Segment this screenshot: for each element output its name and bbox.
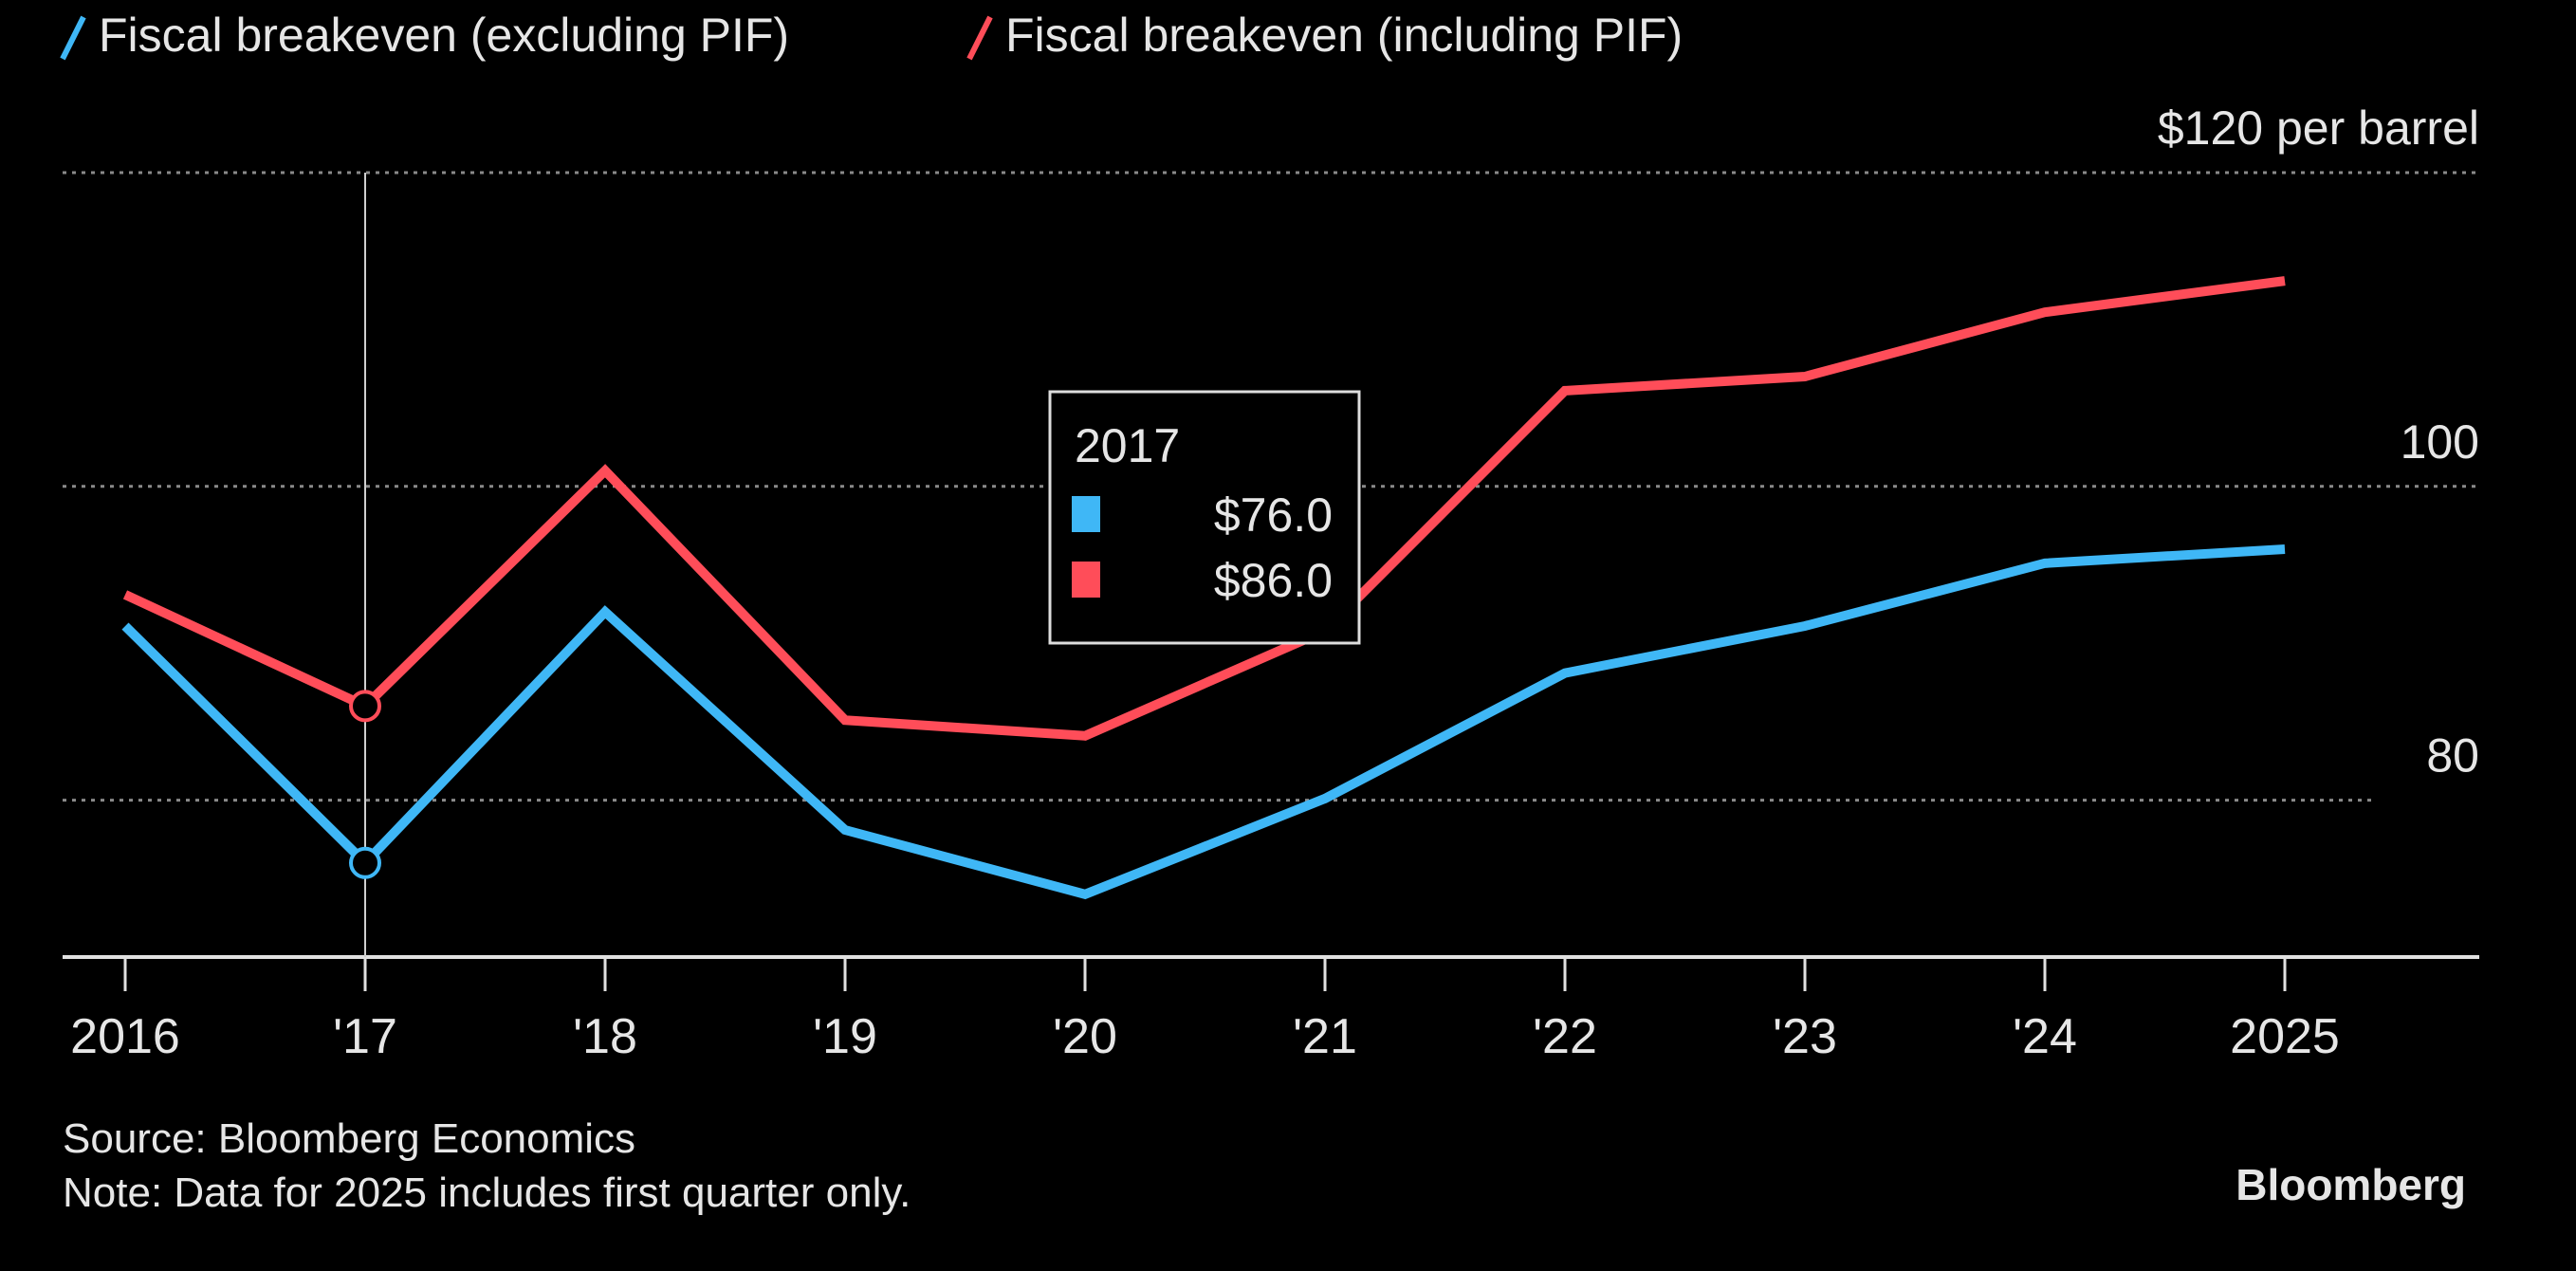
hover-marker-0 bbox=[349, 846, 381, 879]
x-tick-label: 2016 bbox=[70, 1009, 180, 1064]
y-axis-labels: 80 100 $120 per barrel bbox=[2158, 101, 2479, 783]
tooltip-year: 2017 bbox=[1075, 419, 1180, 472]
x-tick-label: '20 bbox=[1053, 1009, 1117, 1064]
tooltip-value-including: $86.0 bbox=[1214, 554, 1333, 607]
x-tick-label: '21 bbox=[1293, 1009, 1357, 1064]
x-axis: 2016 '17 '18 '19 '20 '21 '22 '23 '24 2025 bbox=[70, 957, 2340, 1064]
x-tick-label: '23 bbox=[1773, 1009, 1837, 1064]
legend-label-1: Fiscal breakeven (including PIF) bbox=[1005, 9, 1683, 62]
legend-swatch-1 bbox=[966, 15, 993, 61]
tooltip-box bbox=[1048, 390, 1361, 645]
legend: Fiscal breakeven (excluding PIF) Fiscal b… bbox=[60, 9, 1683, 62]
series-line-1 bbox=[122, 276, 2286, 741]
x-tick-label: '24 bbox=[2013, 1009, 2077, 1064]
legend-label-0: Fiscal breakeven (excluding PIF) bbox=[99, 9, 789, 62]
y-tick-label: 100 bbox=[2401, 415, 2479, 469]
x-tick-label: '22 bbox=[1533, 1009, 1597, 1064]
tooltip: 2017 $76.0 $86.0 bbox=[1048, 390, 1361, 645]
x-tick-label: '19 bbox=[813, 1009, 877, 1064]
legend-swatch-0 bbox=[60, 15, 86, 61]
source-note: Source: Bloomberg Economics bbox=[63, 1115, 635, 1162]
hover-marker-1 bbox=[349, 690, 381, 723]
y-tick-label: 80 bbox=[2426, 729, 2479, 783]
x-tick-label: '17 bbox=[333, 1009, 397, 1064]
data-note: Note: Data for 2025 includes first quart… bbox=[63, 1170, 911, 1216]
series-line-0 bbox=[121, 543, 2286, 900]
x-tick-label: '18 bbox=[573, 1009, 637, 1064]
hover-markers bbox=[349, 690, 381, 879]
bloomberg-logo: Bloomberg bbox=[2236, 1160, 2466, 1209]
tooltip-swatch-excluding bbox=[1072, 496, 1100, 532]
tooltip-swatch-including bbox=[1072, 562, 1100, 598]
y-tick-label: $120 per barrel bbox=[2158, 101, 2479, 155]
tooltip-value-excluding: $76.0 bbox=[1214, 488, 1333, 542]
x-tick-label: 2025 bbox=[2230, 1009, 2340, 1064]
series-lines bbox=[121, 276, 2286, 900]
